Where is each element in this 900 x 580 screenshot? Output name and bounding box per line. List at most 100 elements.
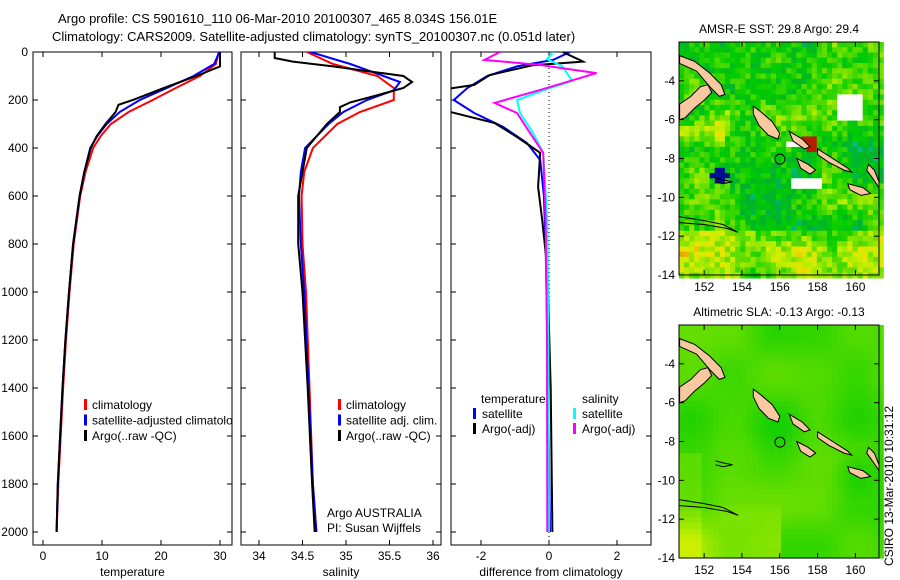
- heatmap-cell: [776, 89, 782, 95]
- heatmap-cell: [811, 215, 818, 221]
- heatmap-cell: [704, 215, 711, 221]
- heatmap-cell: [821, 209, 828, 216]
- heatmap-cell: [871, 389, 879, 396]
- heatmap-cell: [842, 89, 848, 95]
- heatmap-cell: [713, 383, 720, 390]
- heatmap-cell: [704, 141, 711, 148]
- heatmap-cell: [758, 330, 765, 338]
- heatmap-cell: [816, 136, 823, 143]
- heatmap-cell: [752, 429, 759, 437]
- heatmap-cell: [758, 476, 765, 483]
- heatmap-cell: [760, 146, 767, 153]
- heatmap-cell: [699, 188, 706, 195]
- heatmap-cell: [792, 534, 799, 542]
- heatmap-cell: [750, 57, 757, 64]
- heatmap-cell: [852, 83, 859, 90]
- heatmap-cell: [860, 394, 867, 402]
- heatmap-cell: [775, 435, 782, 443]
- heatmap-cell: [849, 447, 856, 454]
- x-tick-label: 158: [808, 563, 828, 577]
- heatmap-cell: [735, 517, 742, 524]
- heatmap-cell: [679, 236, 685, 242]
- heatmap-cell: [854, 406, 862, 413]
- heatmap-cell: [730, 99, 736, 106]
- heatmap-cell: [679, 73, 685, 80]
- heatmap-cell: [809, 528, 816, 536]
- heatmap-cell: [709, 183, 716, 190]
- heatmap-cell: [735, 251, 741, 258]
- heatmap-cell: [878, 136, 884, 143]
- heatmap-cell: [765, 173, 772, 179]
- heatmap-cell: [854, 464, 862, 472]
- heatmap-cell: [775, 441, 782, 448]
- heatmap-cell: [820, 394, 828, 402]
- heatmap-cell: [796, 204, 803, 211]
- heatmap-cell: [860, 517, 867, 524]
- heatmap-cell: [684, 552, 691, 559]
- heatmap-cell: [796, 246, 803, 253]
- heatmap-cell: [745, 89, 752, 95]
- heatmap-cell: [764, 528, 771, 536]
- heatmap-cell: [769, 499, 776, 507]
- heatmap-cell: [821, 141, 828, 148]
- heatmap-cell: [684, 178, 690, 185]
- heatmap-cell: [718, 499, 725, 507]
- heatmap-cell: [791, 272, 797, 279]
- heatmap-cell: [714, 188, 721, 195]
- heatmap-cell: [816, 251, 823, 258]
- heatmap-cell: [837, 178, 843, 185]
- heatmap-cell: [696, 493, 703, 501]
- heatmap-cell: [809, 523, 816, 530]
- heatmap-cell: [724, 267, 731, 274]
- heatmap-cell: [684, 89, 690, 95]
- heatmap-cell: [857, 236, 864, 242]
- heatmap-cell: [701, 336, 708, 343]
- heatmap-cell: [690, 424, 697, 431]
- heatmap-cell: [745, 178, 752, 185]
- heatmap-cell: [873, 241, 879, 247]
- heatmap-cell: [740, 146, 746, 153]
- heatmap-cell: [821, 267, 828, 274]
- heatmap-cell: [832, 204, 838, 211]
- heatmap-cell: [745, 141, 752, 148]
- heatmap-cell: [679, 482, 686, 489]
- heatmap-cell: [866, 493, 873, 501]
- heatmap-cell: [679, 256, 685, 263]
- heatmap-cell: [689, 136, 695, 143]
- heatmap-cell: [878, 73, 884, 80]
- heatmap-cell: [752, 447, 759, 454]
- heatmap-cell: [847, 125, 854, 132]
- heatmap-cell: [873, 68, 879, 74]
- heatmap-cell: [758, 511, 765, 518]
- heatmap-cell: [755, 241, 762, 247]
- heatmap-cell: [684, 251, 690, 258]
- heatmap-cell: [837, 251, 843, 258]
- heatmap-cell: [786, 256, 792, 263]
- heatmap-cell: [842, 236, 848, 242]
- heatmap-cell: [837, 230, 843, 237]
- heatmap-cell: [689, 251, 695, 258]
- heatmap-cell: [724, 523, 731, 530]
- heatmap-cell: [752, 325, 759, 332]
- heatmap-cell: [724, 99, 731, 106]
- heatmap-cell: [730, 209, 736, 216]
- heatmap-cell: [847, 78, 854, 85]
- heatmap-cell: [873, 120, 879, 127]
- heatmap-cell: [796, 167, 803, 174]
- heatmap-cell: [755, 188, 762, 195]
- heatmap-cell: [792, 546, 799, 553]
- heatmap-cell: [832, 63, 838, 69]
- heatmap-cell: [854, 418, 862, 425]
- heatmap-cell: [837, 517, 845, 524]
- heatmap-cell: [832, 342, 839, 349]
- heatmap-cell: [775, 488, 782, 495]
- heatmap-cell: [684, 146, 690, 153]
- heatmap-cell: [871, 359, 879, 367]
- heatmap-cell: [832, 365, 839, 373]
- heatmap-cell: [791, 199, 797, 206]
- heatmap-cell: [820, 546, 828, 553]
- heatmap-cell: [811, 256, 818, 263]
- heatmap-cell: [764, 493, 771, 501]
